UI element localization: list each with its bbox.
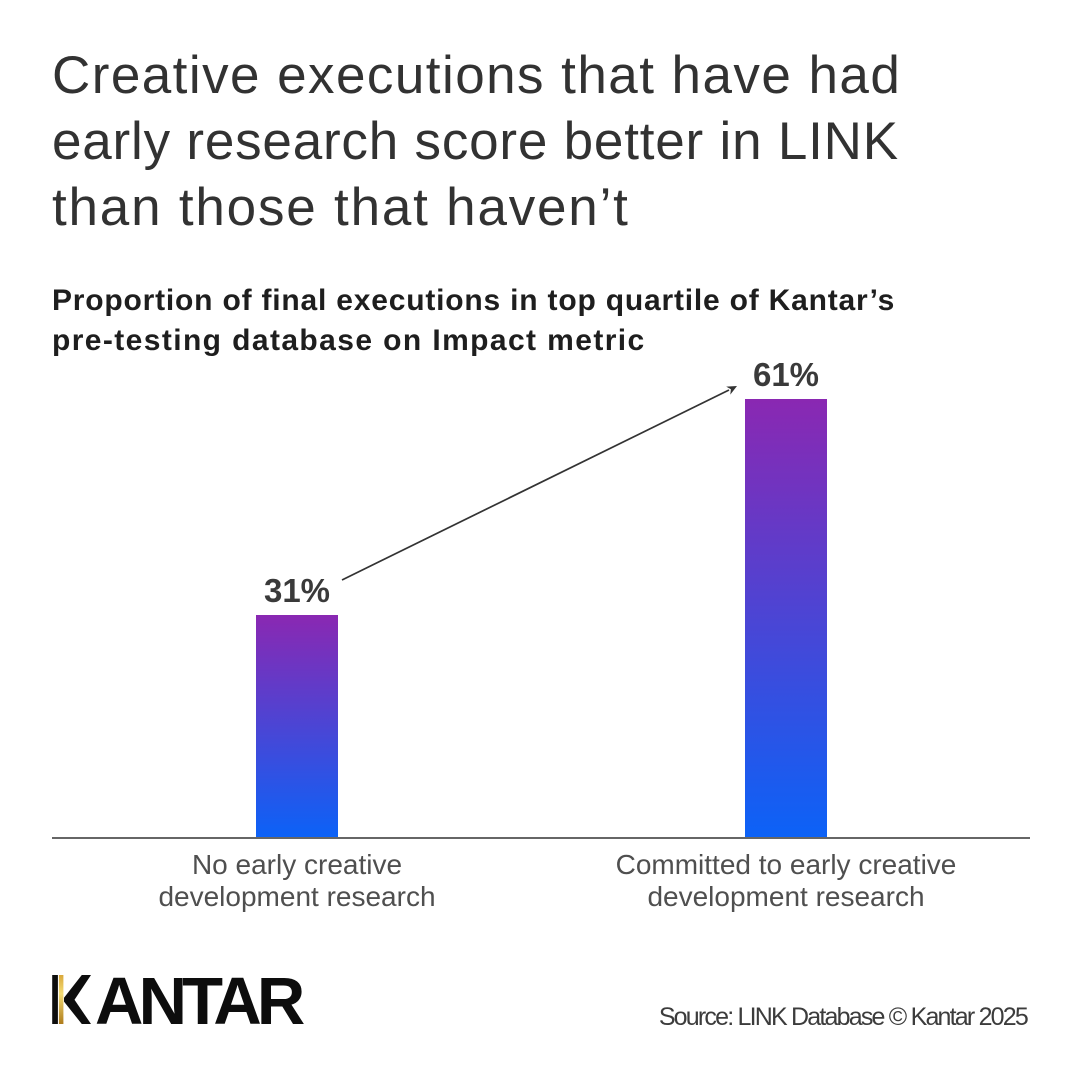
svg-text:ANTAR: ANTAR <box>95 971 305 1031</box>
